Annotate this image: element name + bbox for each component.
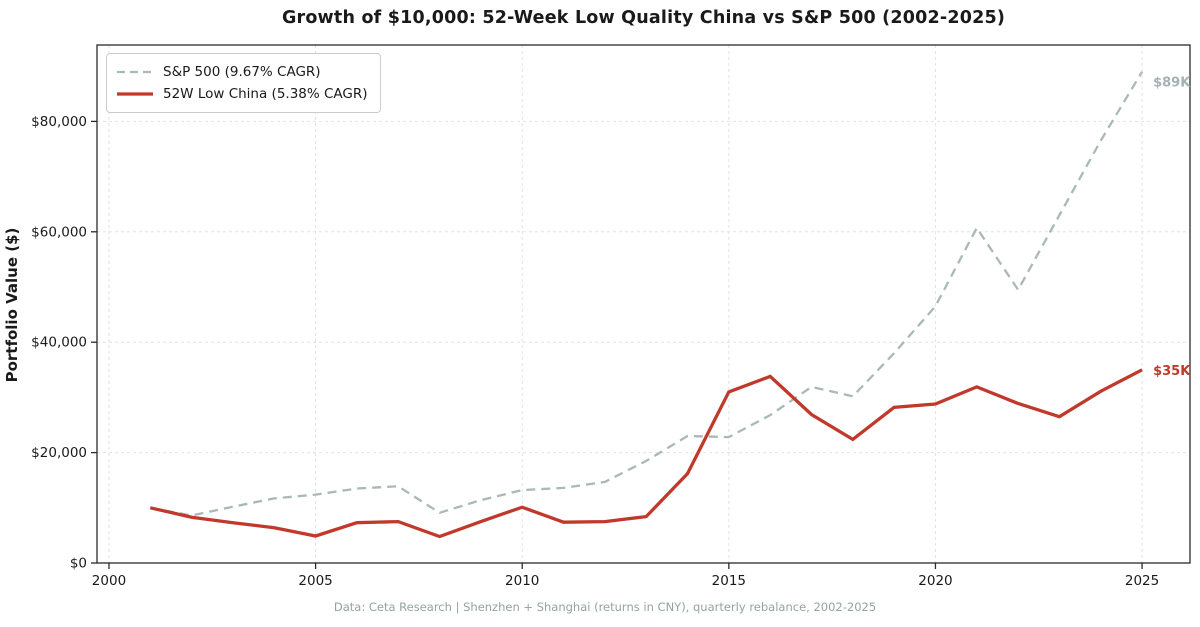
y-tick-label: $80,000 (31, 114, 87, 130)
y-tick-label: $60,000 (31, 224, 87, 240)
legend-label: 52W Low China (5.38% CAGR) (163, 86, 368, 102)
x-tick-label: 2020 (918, 573, 952, 589)
y-tick-label: $40,000 (31, 335, 87, 351)
china-end-label: $35K (1153, 364, 1191, 379)
china-line (149, 368, 1143, 539)
x-tick-label: 2015 (712, 573, 746, 589)
y-tick-label: $20,000 (31, 445, 87, 461)
axes-frame (96, 44, 1191, 564)
legend-label: S&P 500 (9.67% CAGR) (163, 64, 321, 80)
sp500-end-label: $89K (1153, 76, 1191, 91)
x-tick-label: 2000 (92, 573, 126, 589)
legend: S&P 500 (9.67% CAGR) 52W Low China (5.38%… (106, 53, 381, 113)
legend-item: S&P 500 (9.67% CAGR) (117, 61, 368, 83)
chart-title: Growth of $10,000: 52-Week Low Quality C… (281, 8, 1006, 28)
sp500-swatch-icon (117, 70, 153, 74)
legend-item: 52W Low China (5.38% CAGR) (117, 83, 368, 105)
x-tick-label: 2025 (1125, 573, 1159, 589)
y-tick-label: $0 (70, 556, 87, 572)
sp500-line (150, 71, 1144, 517)
china-swatch-icon (117, 92, 153, 96)
x-tick-label: 2010 (505, 573, 539, 589)
x-tick-label: 2005 (298, 573, 332, 589)
footnote: Data: Ceta Research | Shenzhen + Shangha… (333, 600, 877, 614)
